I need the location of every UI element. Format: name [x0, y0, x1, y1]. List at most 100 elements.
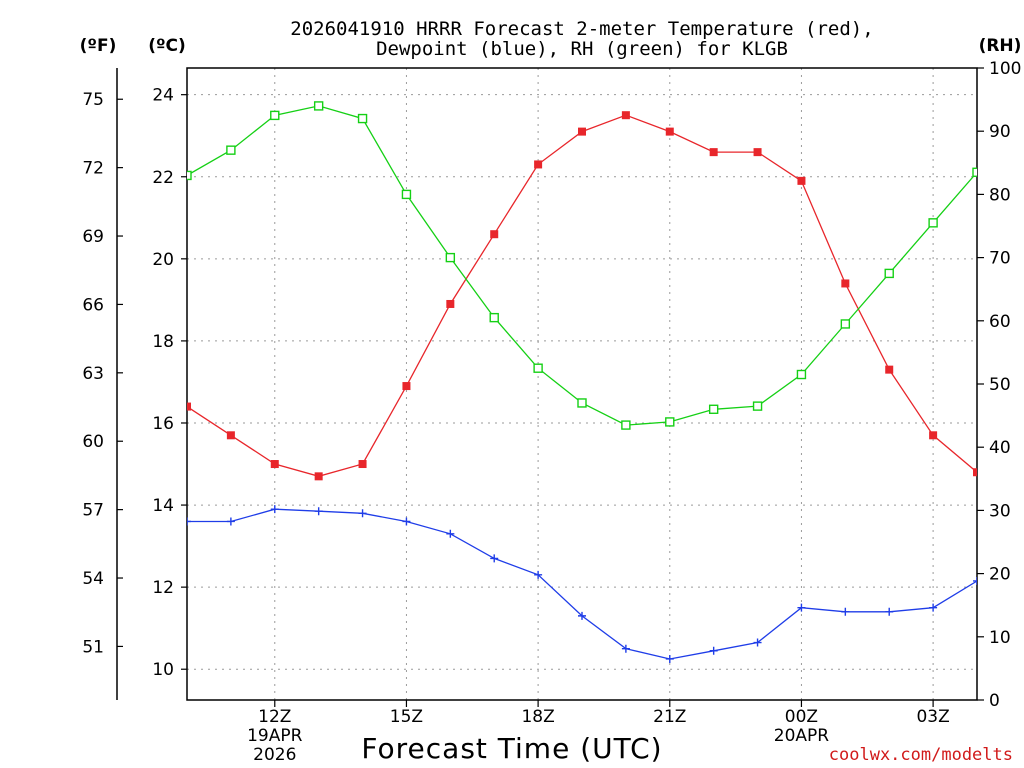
rh-point — [972, 167, 977, 177]
x-tick-label: 15Z — [390, 707, 423, 727]
2-meter-temperature-point — [446, 299, 455, 308]
celsius-tick-label: 12 — [152, 578, 174, 598]
series-2-meter-temperature — [187, 111, 977, 481]
x-tick-label: 21Z — [653, 707, 686, 727]
celsius-axis-unit: (ºC) — [148, 36, 186, 56]
2-meter-temperature-point — [709, 148, 718, 157]
rh-tick-label: 60 — [989, 312, 1011, 332]
celsius-tick-label: 16 — [152, 414, 174, 434]
rh-tick-label: 100 — [989, 59, 1021, 79]
rh-point — [665, 417, 675, 427]
fahrenheit-tick-label: 51 — [82, 637, 104, 657]
2-meter-temperature-point — [665, 127, 674, 136]
rh-axis-unit: (RH) — [979, 36, 1022, 56]
fahrenheit-tick-label: 66 — [82, 295, 104, 315]
rh-tick-label: 20 — [989, 565, 1011, 585]
rh-point — [445, 252, 456, 263]
dewpoint-point — [621, 644, 630, 653]
2-meter-temperature-point — [490, 230, 499, 239]
2-meter-temperature-point — [402, 382, 411, 391]
2-meter-temperature-point — [187, 402, 191, 411]
celsius-tick-label: 14 — [152, 496, 174, 516]
celsius-tick-label: 20 — [152, 250, 174, 270]
series-rh — [187, 101, 977, 430]
x-tick-label: 00Z — [785, 707, 818, 727]
2-meter-temperature-point — [885, 365, 894, 374]
rh-tick-label: 40 — [989, 438, 1011, 458]
dewpoint-point — [841, 607, 850, 616]
dewpoint-point — [314, 507, 323, 516]
x-tick-label: 12Z — [258, 707, 291, 727]
celsius-tick-label: 22 — [152, 168, 174, 188]
fahrenheit-tick-label: 75 — [82, 90, 104, 110]
rh-tick-label: 90 — [989, 122, 1011, 142]
x-tick-label: 18Z — [521, 707, 554, 727]
x-tick-date-label: 19APR — [247, 726, 303, 746]
dewpoint-point — [226, 517, 235, 526]
2-meter-temperature-point — [314, 472, 323, 481]
rh-point — [708, 404, 719, 414]
fahrenheit-axis-unit: (ºF) — [80, 36, 117, 56]
dewpoint-point — [446, 529, 455, 538]
dewpoint-point — [187, 517, 191, 526]
rh-point — [796, 369, 807, 380]
rh-tick-label: 0 — [989, 691, 1000, 711]
rh-point — [270, 110, 280, 121]
2-meter-temperature-point — [270, 460, 279, 469]
rh-tick-label: 80 — [989, 185, 1011, 205]
dewpoint-line — [187, 508, 977, 660]
fahrenheit-tick-label: 63 — [82, 364, 104, 384]
dewpoint-point — [490, 554, 499, 563]
dewpoint-point — [578, 611, 586, 620]
2-meter-temperature-point — [753, 148, 762, 157]
fahrenheit-tick-label: 54 — [82, 569, 104, 589]
grid-lines — [187, 68, 977, 700]
chart-title-line-1: 2026041910 HRRR Forecast 2-meter Tempera… — [290, 18, 873, 40]
rh-point — [533, 363, 543, 373]
chart-title-line-2: Dewpoint (blue), RH (green) for KLGB — [376, 38, 788, 60]
dewpoint-point — [270, 505, 279, 514]
2-meter-temperature-point — [929, 431, 938, 440]
celsius-tick-label: 10 — [152, 660, 174, 680]
2-meter-temperature-point — [226, 431, 235, 440]
celsius-tick-label: 24 — [152, 86, 174, 106]
rh-point — [187, 170, 192, 181]
rh-point — [884, 268, 894, 279]
x-axis-label: Forecast Time (UTC) — [361, 732, 662, 765]
rh-point — [313, 101, 324, 111]
rh-tick-label: 30 — [989, 501, 1011, 521]
2-meter-temperature-point — [534, 160, 543, 169]
2-meter-temperature-point — [621, 111, 630, 120]
series-dewpoint — [187, 505, 977, 663]
rh-point — [928, 218, 938, 228]
axes: 51 54 57 60 63 66 69 72 75 10 12 14 16 18 20 22 24 0 10 20 3… — [82, 59, 1021, 765]
rh-tick-label: 50 — [989, 375, 1011, 395]
x-tick-year-label: 2026 — [253, 745, 296, 765]
rh-point — [489, 312, 499, 323]
dewpoint-point — [709, 646, 718, 655]
dewpoint-point — [358, 509, 367, 518]
dewpoint-point — [402, 517, 411, 526]
2-meter-temperature-point — [841, 279, 850, 288]
dewpoint-point — [797, 603, 806, 612]
rh-point — [840, 319, 851, 329]
rh-line — [187, 105, 977, 426]
2-meter-temperature-point — [797, 176, 806, 185]
dewpoint-point — [665, 654, 674, 663]
celsius-tick-label: 18 — [152, 332, 174, 352]
rh-tick-label: 10 — [989, 628, 1011, 648]
rh-point — [226, 145, 236, 155]
2-meter-temperature-point — [578, 127, 586, 136]
dewpoint-point — [753, 638, 762, 647]
credit-text: coolwx.com/modelts — [829, 745, 1013, 765]
2-meter-temperature-point — [358, 460, 367, 469]
rh-point — [752, 401, 763, 411]
fahrenheit-tick-label: 60 — [82, 432, 104, 452]
rh-point — [401, 189, 412, 200]
2-meter-temperature-point — [973, 468, 977, 477]
dewpoint-point — [885, 607, 894, 616]
plot-frame — [186, 67, 978, 701]
fahrenheit-tick-label: 72 — [82, 159, 104, 179]
x-tick-date-label: 20APR — [774, 726, 830, 746]
